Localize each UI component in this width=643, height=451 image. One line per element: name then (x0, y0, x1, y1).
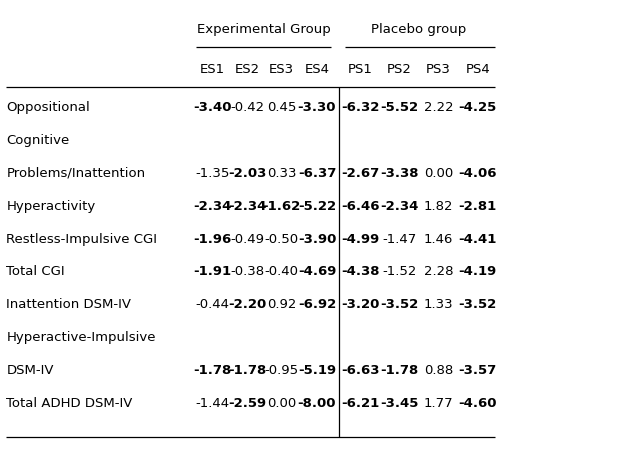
Text: -3.30: -3.30 (298, 101, 336, 114)
Text: -3.90: -3.90 (298, 233, 336, 245)
Text: -2.20: -2.20 (228, 299, 267, 311)
Text: -3.57: -3.57 (458, 364, 497, 377)
Text: 0.33: 0.33 (267, 167, 296, 179)
Text: Hyperactive-Impulsive: Hyperactive-Impulsive (6, 331, 156, 344)
Text: -3.38: -3.38 (380, 167, 419, 179)
Text: ES4: ES4 (305, 64, 329, 76)
Text: -0.49: -0.49 (231, 233, 264, 245)
Text: Oppositional: Oppositional (6, 101, 90, 114)
Text: -1.78: -1.78 (380, 364, 419, 377)
Text: -8.00: -8.00 (298, 397, 336, 410)
Text: -1.91: -1.91 (193, 266, 231, 278)
Text: PS2: PS2 (387, 64, 412, 76)
Text: Experimental Group: Experimental Group (197, 23, 331, 36)
Text: -6.37: -6.37 (298, 167, 336, 179)
Text: -4.99: -4.99 (341, 233, 379, 245)
Text: -2.81: -2.81 (458, 200, 497, 212)
Text: -3.52: -3.52 (380, 299, 419, 311)
Text: -2.59: -2.59 (228, 397, 267, 410)
Text: -4.38: -4.38 (341, 266, 379, 278)
Text: ES3: ES3 (269, 64, 294, 76)
Text: ES1: ES1 (199, 64, 225, 76)
Text: -2.03: -2.03 (228, 167, 267, 179)
Text: -5.52: -5.52 (380, 101, 419, 114)
Text: -1.52: -1.52 (382, 266, 417, 278)
Text: Hyperactivity: Hyperactivity (6, 200, 96, 212)
Text: Restless-Impulsive CGI: Restless-Impulsive CGI (6, 233, 158, 245)
Text: DSM-IV: DSM-IV (6, 364, 54, 377)
Text: -4.06: -4.06 (458, 167, 497, 179)
Text: -4.69: -4.69 (298, 266, 336, 278)
Text: -2.34: -2.34 (380, 200, 419, 212)
Text: -0.42: -0.42 (230, 101, 265, 114)
Text: 0.00: 0.00 (267, 397, 296, 410)
Text: Placebo group: Placebo group (371, 23, 466, 36)
Text: -6.32: -6.32 (341, 101, 379, 114)
Text: -1.78: -1.78 (193, 364, 231, 377)
Text: -1.96: -1.96 (193, 233, 231, 245)
Text: -5.22: -5.22 (298, 200, 336, 212)
Text: -3.40: -3.40 (193, 101, 231, 114)
Text: -1.47: -1.47 (382, 233, 417, 245)
Text: 0.00: 0.00 (424, 167, 453, 179)
Text: -0.40: -0.40 (265, 266, 298, 278)
Text: ES2: ES2 (235, 64, 260, 76)
Text: Problems/Inattention: Problems/Inattention (6, 167, 145, 179)
Text: 2.28: 2.28 (424, 266, 453, 278)
Text: PS4: PS4 (466, 64, 490, 76)
Text: 1.77: 1.77 (424, 397, 453, 410)
Text: -3.20: -3.20 (341, 299, 379, 311)
Text: -2.34: -2.34 (228, 200, 267, 212)
Text: 0.88: 0.88 (424, 364, 453, 377)
Text: -0.50: -0.50 (264, 233, 299, 245)
Text: -6.63: -6.63 (341, 364, 379, 377)
Text: -4.19: -4.19 (458, 266, 497, 278)
Text: -4.25: -4.25 (458, 101, 497, 114)
Text: -5.19: -5.19 (298, 364, 336, 377)
Text: -1.62: -1.62 (262, 200, 301, 212)
Text: 1.82: 1.82 (424, 200, 453, 212)
Text: PS1: PS1 (348, 64, 372, 76)
Text: -4.60: -4.60 (458, 397, 497, 410)
Text: 2.22: 2.22 (424, 101, 453, 114)
Text: 1.33: 1.33 (424, 299, 453, 311)
Text: PS3: PS3 (426, 64, 451, 76)
Text: -0.38: -0.38 (230, 266, 265, 278)
Text: -4.41: -4.41 (458, 233, 497, 245)
Text: -2.67: -2.67 (341, 167, 379, 179)
Text: -1.35: -1.35 (195, 167, 230, 179)
Text: -0.95: -0.95 (264, 364, 299, 377)
Text: Cognitive: Cognitive (6, 134, 69, 147)
Text: 0.45: 0.45 (267, 101, 296, 114)
Text: -3.52: -3.52 (458, 299, 497, 311)
Text: -0.44: -0.44 (195, 299, 229, 311)
Text: Total CGI: Total CGI (6, 266, 65, 278)
Text: -6.46: -6.46 (341, 200, 379, 212)
Text: -1.78: -1.78 (228, 364, 267, 377)
Text: -1.44: -1.44 (195, 397, 230, 410)
Text: Inattention DSM-IV: Inattention DSM-IV (6, 299, 131, 311)
Text: 0.92: 0.92 (267, 299, 296, 311)
Text: Total ADHD DSM-IV: Total ADHD DSM-IV (6, 397, 133, 410)
Text: -6.92: -6.92 (298, 299, 336, 311)
Text: -2.34: -2.34 (193, 200, 231, 212)
Text: -3.45: -3.45 (380, 397, 419, 410)
Text: -6.21: -6.21 (341, 397, 379, 410)
Text: 1.46: 1.46 (424, 233, 453, 245)
